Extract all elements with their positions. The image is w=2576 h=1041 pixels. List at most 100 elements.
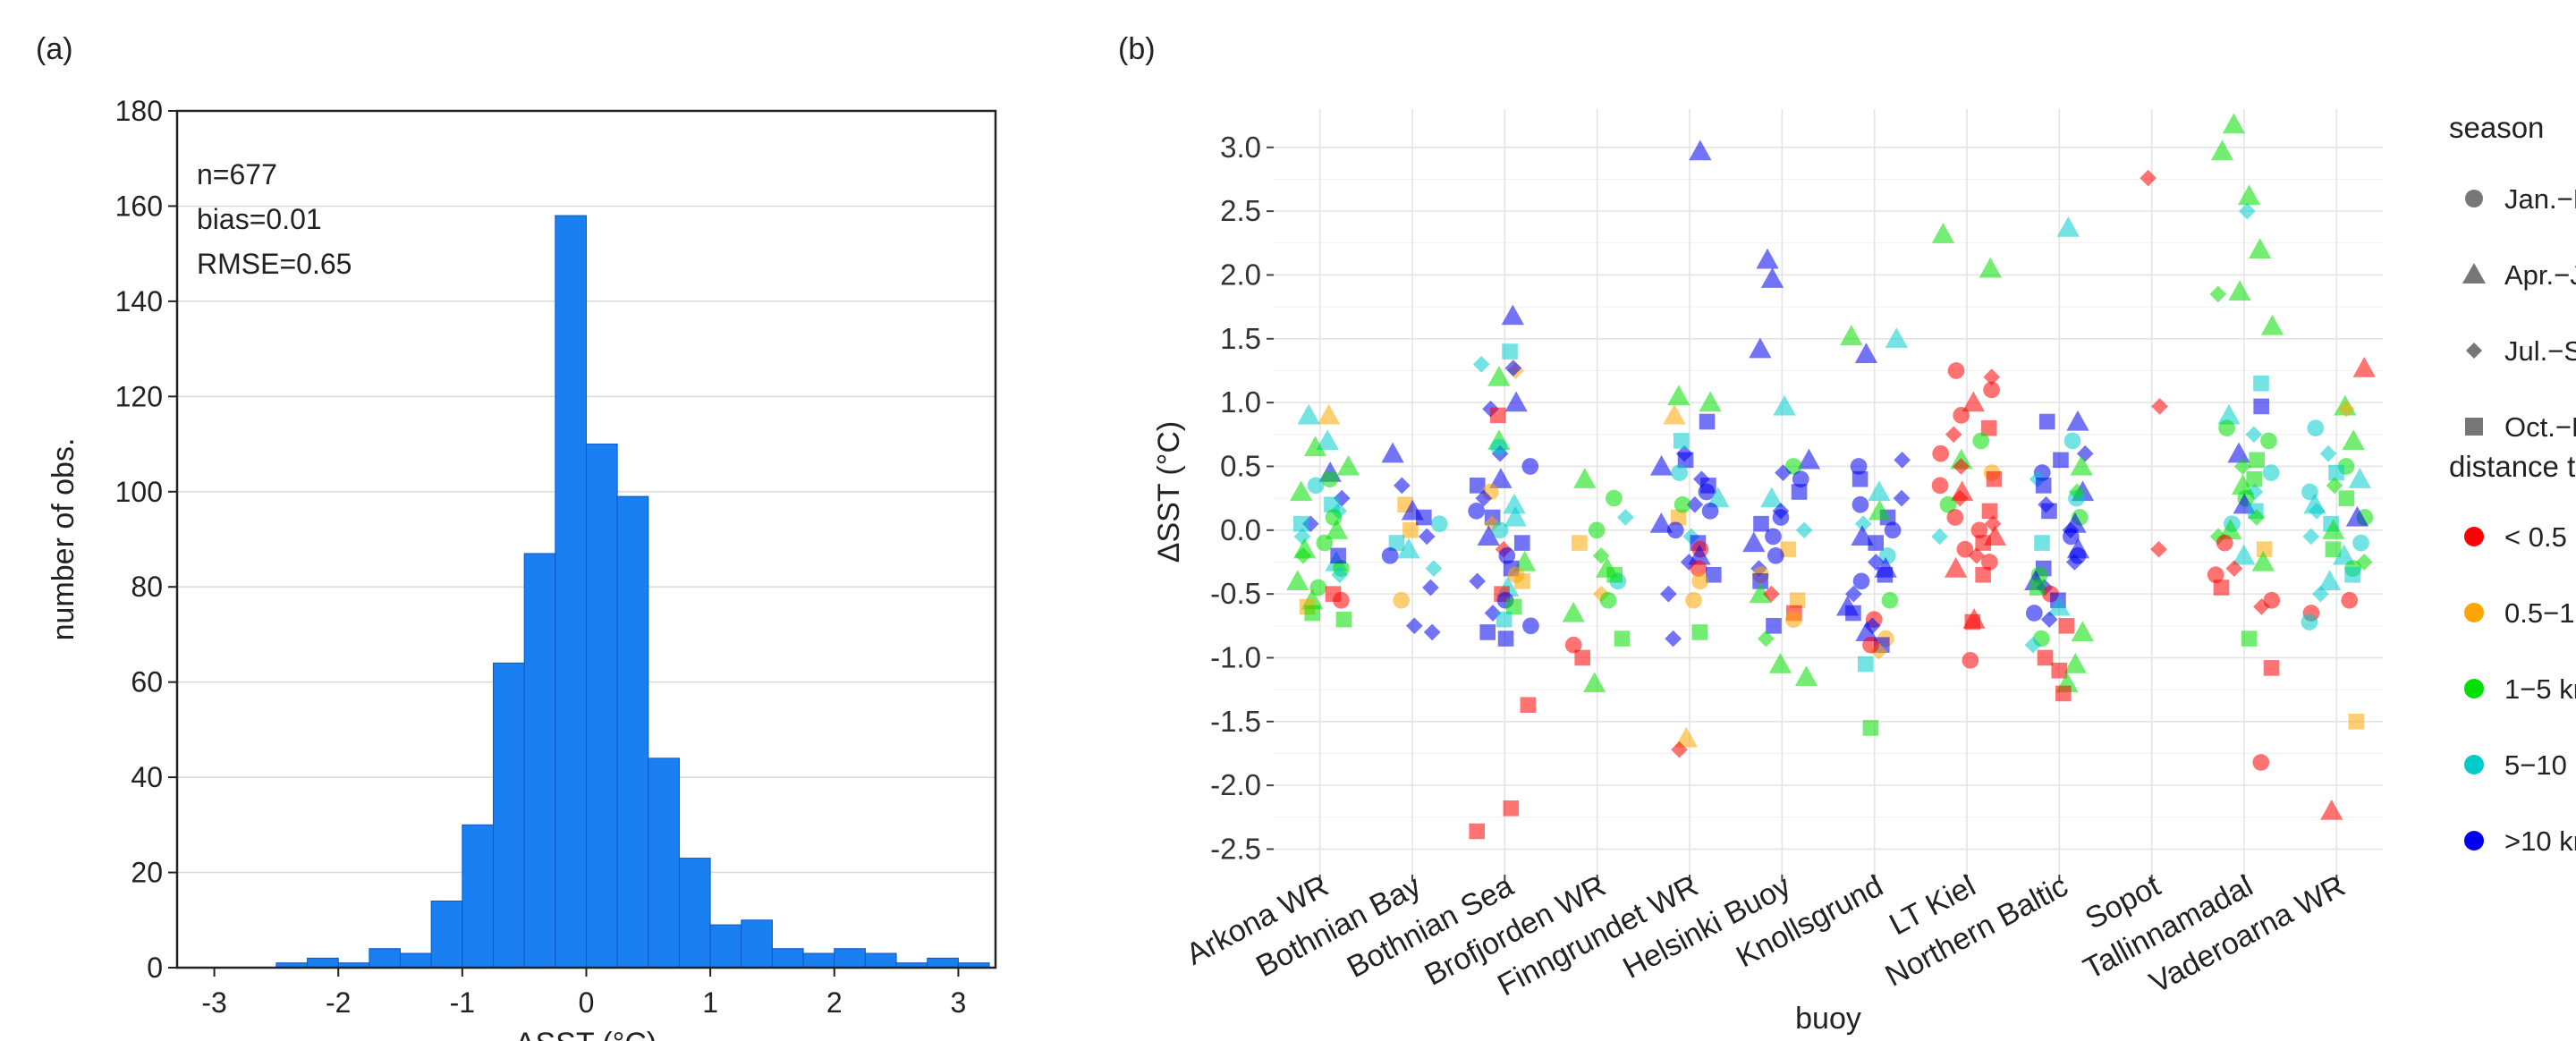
- scatter-point-circle: [1666, 521, 1684, 539]
- scatter-point-diamond: [2253, 598, 2270, 615]
- scatter-point-triangle: [1336, 454, 1360, 476]
- scatter-point-circle: [1862, 636, 1879, 654]
- scatter-point-circle: [1878, 546, 1896, 564]
- annotation-bias: bias=0.01: [197, 203, 322, 235]
- scatter-point-diamond: [2302, 528, 2320, 546]
- histogram-bar: [616, 495, 649, 969]
- scatter-point-diamond: [1686, 495, 1704, 513]
- histogram-bar: [678, 858, 711, 969]
- scatter-point-triangle: [2332, 544, 2356, 565]
- scatter-point-triangle: [2063, 652, 2087, 673]
- histogram-bar: [741, 919, 773, 969]
- scatter-point-triangle: [1885, 327, 1909, 348]
- scatter-point-square: [1469, 478, 1486, 494]
- scatter-point-triangle: [1325, 519, 1349, 539]
- scatter-point-diamond: [1469, 572, 1486, 590]
- scatter-point-circle: [1309, 579, 1327, 597]
- panel-b-label: (b): [1118, 32, 1156, 66]
- scatter-point-triangle: [1962, 391, 1986, 412]
- scatter-point-circle: [1850, 458, 1868, 475]
- scatter-point-triangle: [2217, 403, 2241, 425]
- scatter-point-circle: [1983, 381, 2000, 399]
- scatter-point-triangle: [1840, 325, 1863, 346]
- scatter-point-square: [2041, 503, 2057, 520]
- scatter-point-square: [1845, 605, 1861, 622]
- scatter-point-triangle: [1663, 403, 1686, 425]
- y-tick-label: 100: [115, 476, 163, 508]
- histogram-bars: [275, 215, 990, 969]
- scatter-point-circle: [1521, 458, 1539, 475]
- y-tick-label: 0: [147, 952, 163, 984]
- scatter-point-triangle: [1381, 442, 1404, 463]
- scatter-point-circle: [1491, 521, 1509, 539]
- scatter-gridlines: [1274, 109, 2383, 875]
- legend-season-entry: Jul.−Sep.: [2466, 335, 2576, 367]
- scatter-point-diamond: [1472, 355, 1490, 373]
- y-tick-label: -1.5: [1210, 705, 1261, 738]
- legend-season-title: season: [2449, 111, 2544, 144]
- scatter-point-triangle: [2322, 519, 2345, 539]
- legend-distance-entry: < 0.5 km: [2464, 521, 2576, 553]
- y-tick-label: 0.0: [1220, 513, 1261, 546]
- scatter-point-circle: [1490, 438, 1508, 456]
- scatter-point-diamond: [1393, 477, 1411, 495]
- scatter-point-triangle: [2345, 505, 2369, 527]
- scatter-point-square: [1416, 509, 1432, 526]
- scatter-point-square: [2029, 580, 2046, 596]
- scatter-point-square: [1614, 631, 1631, 647]
- scatter-point-diamond: [1845, 585, 1862, 603]
- scatter-point-triangle: [2210, 140, 2234, 161]
- scatter-point-diamond: [1968, 546, 1986, 564]
- scatter-point-diamond: [1418, 528, 1436, 546]
- scatter-panel-b: -2.5 -2.0 -1.5 -1.0 -0.5 0.0 0.5 1.0 1.5 2.0 2.5 3.…: [1152, 109, 2383, 1036]
- scatter-point-triangle: [1504, 505, 1527, 527]
- histogram-y-label: number of obs.: [47, 438, 80, 641]
- scatter-point-square: [1766, 618, 1782, 634]
- scatter-point-triangle: [2056, 216, 2080, 237]
- histogram-bar: [586, 444, 618, 969]
- scatter-point-square: [1986, 470, 2003, 487]
- scatter-point-diamond: [2140, 169, 2157, 187]
- scatter-point-square: [2035, 478, 2052, 494]
- legend-season-label: Oct.−Dec: [2504, 411, 2576, 443]
- scatter-point-diamond: [1983, 368, 2001, 385]
- scatter-point-square: [1980, 419, 1997, 436]
- annotation-rmse: RMSE=0.65: [197, 248, 352, 280]
- scatter-point-diamond: [1475, 489, 1493, 507]
- scatter-point-diamond: [2225, 560, 2243, 577]
- scatter-point-diamond: [2319, 444, 2337, 462]
- scatter-point-square: [1574, 649, 1591, 666]
- scatter-point-triangle: [2228, 280, 2251, 301]
- histogram-bar: [493, 662, 525, 969]
- legend-season-entry: Oct.−Dec: [2465, 411, 2576, 443]
- x-tick-label: -1: [450, 986, 475, 1019]
- scatter-point-circle: [1381, 546, 1399, 564]
- scatter-point-circle: [1316, 534, 1334, 552]
- scatter-point-square: [1705, 566, 1722, 583]
- scatter-point-square: [1402, 522, 1419, 538]
- y-tick-label: 1.0: [1220, 385, 1261, 419]
- scatter-point-square: [1506, 598, 1522, 615]
- scatter-point-circle: [1884, 521, 1902, 539]
- y-tick-label: 2.5: [1220, 194, 1261, 227]
- scatter-point-triangle: [2071, 621, 2094, 642]
- scatter-point-triangle: [2070, 454, 2093, 476]
- scatter-point-diamond: [1854, 515, 1872, 533]
- scatter-point-diamond: [2233, 458, 2251, 475]
- scatter-point-circle: [1674, 495, 1691, 513]
- scatter-y-ticks: -2.5 -2.0 -1.5 -1.0 -0.5 0.0 0.5 1.0 1.5 2.0 2.5 3.…: [1210, 131, 1274, 865]
- scatter-point-circle: [2352, 534, 2369, 552]
- scatter-point-square: [1572, 535, 1588, 551]
- scatter-point-triangle: [1794, 665, 1818, 686]
- scatter-point-square: [2058, 618, 2075, 634]
- y-tick-label: -2.5: [1210, 832, 1261, 865]
- scatter-point-triangle: [2227, 442, 2250, 463]
- scatter-point-circle: [1599, 591, 1617, 609]
- y-tick-label: -1.0: [1210, 640, 1261, 673]
- scatter-point-diamond: [1763, 585, 1780, 603]
- scatter-point-triangle: [2342, 429, 2365, 451]
- scatter-point-triangle: [1649, 512, 1673, 533]
- scatter-point-diamond: [2024, 636, 2042, 654]
- scatter-point-square: [1606, 566, 1623, 583]
